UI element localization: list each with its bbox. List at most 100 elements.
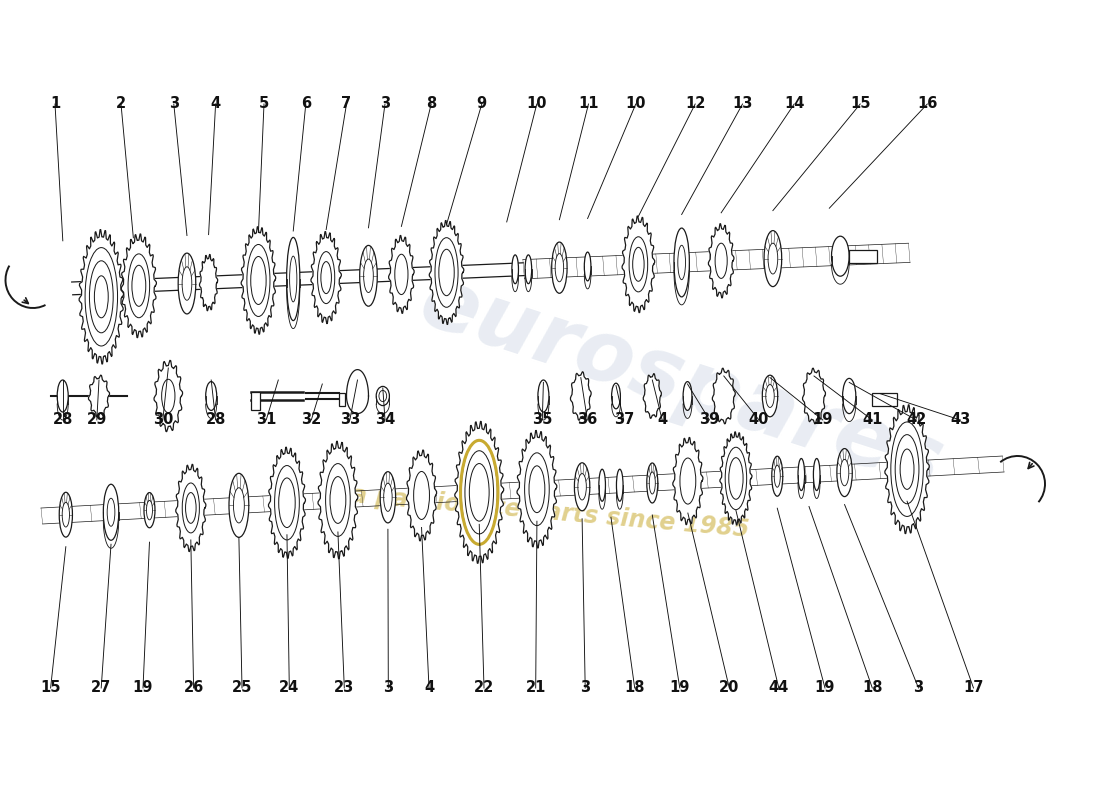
Text: 20: 20 xyxy=(719,681,739,695)
Ellipse shape xyxy=(612,383,620,409)
Polygon shape xyxy=(318,442,358,558)
Polygon shape xyxy=(199,254,218,310)
Text: 39: 39 xyxy=(700,413,719,427)
Ellipse shape xyxy=(59,492,73,537)
Polygon shape xyxy=(884,405,930,534)
Ellipse shape xyxy=(598,470,605,502)
Ellipse shape xyxy=(376,386,389,406)
Bar xyxy=(849,250,877,262)
Polygon shape xyxy=(644,374,661,418)
Polygon shape xyxy=(241,226,276,334)
Text: 11: 11 xyxy=(579,97,598,111)
Polygon shape xyxy=(429,221,464,325)
Text: 4: 4 xyxy=(210,97,221,111)
Text: 10: 10 xyxy=(626,97,646,111)
Polygon shape xyxy=(708,224,734,298)
Text: 8: 8 xyxy=(426,97,437,111)
Ellipse shape xyxy=(229,474,249,538)
Polygon shape xyxy=(673,438,703,525)
Ellipse shape xyxy=(538,380,549,412)
Polygon shape xyxy=(454,422,504,563)
Text: 6: 6 xyxy=(300,97,311,111)
Text: 28: 28 xyxy=(53,413,73,427)
Text: 32: 32 xyxy=(301,413,321,427)
Bar xyxy=(251,392,260,410)
Text: 36: 36 xyxy=(578,413,597,427)
Bar xyxy=(872,393,896,406)
Text: 13: 13 xyxy=(733,97,752,111)
Polygon shape xyxy=(713,368,735,424)
Text: 3: 3 xyxy=(379,97,390,111)
Bar xyxy=(339,393,345,406)
Text: 19: 19 xyxy=(813,413,833,427)
Text: 15: 15 xyxy=(41,681,60,695)
Text: 31: 31 xyxy=(256,413,276,427)
Text: 12: 12 xyxy=(685,97,705,111)
Text: 9: 9 xyxy=(476,97,487,111)
Text: 3: 3 xyxy=(580,681,591,695)
Text: 35: 35 xyxy=(532,413,552,427)
Text: 43: 43 xyxy=(950,413,970,427)
Polygon shape xyxy=(79,230,123,364)
Polygon shape xyxy=(88,375,110,417)
Polygon shape xyxy=(517,430,557,548)
Text: 3: 3 xyxy=(913,681,924,695)
Text: 2: 2 xyxy=(116,97,127,111)
Ellipse shape xyxy=(832,236,849,276)
Ellipse shape xyxy=(813,458,820,490)
Polygon shape xyxy=(407,450,437,541)
Text: 14: 14 xyxy=(784,97,804,111)
Text: 3: 3 xyxy=(168,97,179,111)
Ellipse shape xyxy=(525,255,531,284)
Ellipse shape xyxy=(552,242,568,294)
Text: 19: 19 xyxy=(815,681,835,695)
Text: 19: 19 xyxy=(670,681,690,695)
Ellipse shape xyxy=(178,253,196,314)
Polygon shape xyxy=(346,370,368,414)
Text: 37: 37 xyxy=(614,413,634,427)
Ellipse shape xyxy=(798,458,804,490)
Text: 18: 18 xyxy=(862,681,882,695)
Polygon shape xyxy=(311,232,341,323)
Text: 24: 24 xyxy=(279,681,299,695)
Ellipse shape xyxy=(674,228,690,297)
Polygon shape xyxy=(176,464,206,551)
Text: 44: 44 xyxy=(769,681,789,695)
Ellipse shape xyxy=(762,375,778,417)
Text: 30: 30 xyxy=(153,413,173,427)
Polygon shape xyxy=(719,432,752,525)
Ellipse shape xyxy=(381,472,396,523)
Polygon shape xyxy=(154,360,183,432)
Text: 41: 41 xyxy=(862,413,882,427)
Ellipse shape xyxy=(584,252,591,281)
Ellipse shape xyxy=(616,470,623,502)
Text: 34: 34 xyxy=(375,413,395,427)
Ellipse shape xyxy=(837,449,852,497)
Ellipse shape xyxy=(287,238,300,321)
Text: 16: 16 xyxy=(917,97,937,111)
Ellipse shape xyxy=(144,493,155,528)
Polygon shape xyxy=(803,368,825,424)
Ellipse shape xyxy=(574,462,590,510)
Text: 42: 42 xyxy=(906,413,926,427)
Text: a passionate parts since 1985: a passionate parts since 1985 xyxy=(350,482,750,542)
Ellipse shape xyxy=(683,382,692,410)
Text: 29: 29 xyxy=(87,413,107,427)
Ellipse shape xyxy=(360,246,377,306)
Ellipse shape xyxy=(764,230,782,286)
Text: 19: 19 xyxy=(133,681,153,695)
Text: 26: 26 xyxy=(184,681,204,695)
Ellipse shape xyxy=(843,378,856,414)
Text: 1: 1 xyxy=(50,97,60,111)
Text: 4: 4 xyxy=(424,681,434,695)
Text: 25: 25 xyxy=(232,681,252,695)
Polygon shape xyxy=(623,216,654,313)
Text: 28: 28 xyxy=(206,413,225,427)
Polygon shape xyxy=(388,235,414,314)
Text: 21: 21 xyxy=(526,681,546,695)
Text: 3: 3 xyxy=(383,681,394,695)
Text: 5: 5 xyxy=(258,97,270,111)
Text: 15: 15 xyxy=(850,97,870,111)
Text: 27: 27 xyxy=(91,681,111,695)
Text: 10: 10 xyxy=(527,97,547,111)
